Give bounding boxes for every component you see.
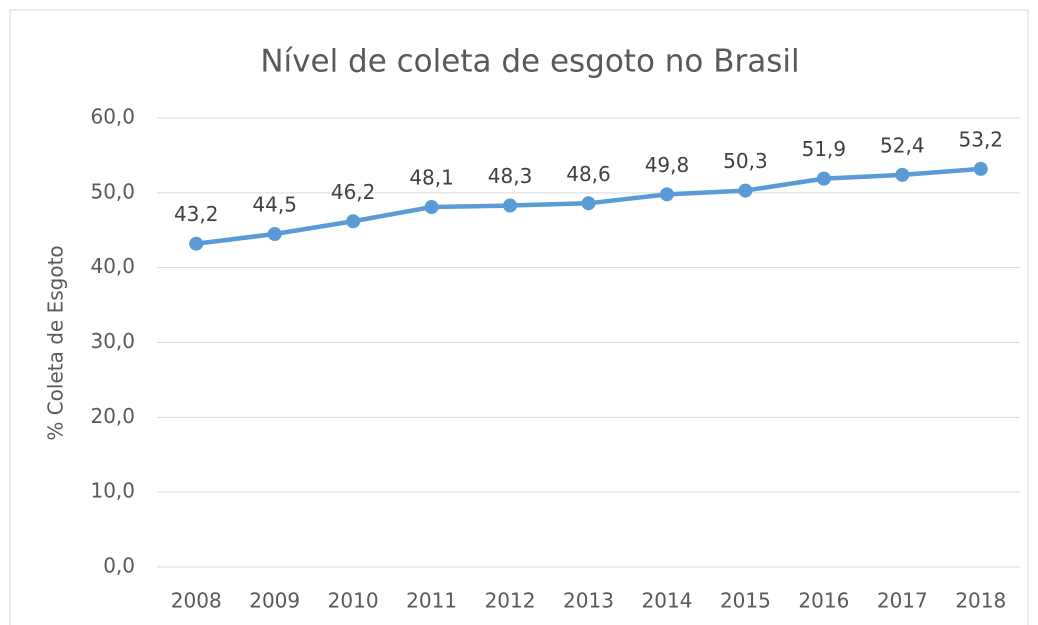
data-point [973,161,988,176]
y-tick-label: 0,0 [103,554,135,578]
data-point [503,198,518,213]
data-label: 51,9 [802,137,847,161]
data-point [816,171,831,186]
x-tick-label: 2012 [485,589,536,613]
x-tick-label: 2009 [249,589,300,613]
data-point [895,167,910,182]
y-tick-label: 20,0 [90,404,135,428]
y-axis-label: % Coleta de Esgoto [44,245,68,440]
chart-frame [9,9,1029,625]
x-tick-label: 2016 [798,589,849,613]
y-tick-label: 50,0 [90,179,135,203]
data-label: 44,5 [252,192,297,216]
x-tick-label: 2010 [328,589,379,613]
x-tick-label: 2014 [642,589,693,613]
x-tick-label: 2018 [955,589,1006,613]
data-point [424,200,439,215]
data-label: 50,3 [723,149,768,173]
x-tick-label: 2017 [877,589,928,613]
data-label: 46,2 [331,180,376,204]
data-label: 48,3 [488,164,533,188]
data-point [189,236,204,251]
data-point [659,187,674,202]
data-label: 48,6 [566,162,611,186]
data-point [581,196,596,211]
x-tick-label: 2011 [406,589,457,613]
x-tick-label: 2008 [171,589,222,613]
data-point [267,226,282,241]
data-label: 43,2 [174,202,219,226]
x-tick-label: 2013 [563,589,614,613]
y-tick-label: 60,0 [90,105,135,129]
data-point [346,214,361,229]
y-tick-label: 30,0 [90,329,135,353]
data-label: 49,8 [645,153,690,177]
data-point [738,183,753,198]
data-label: 52,4 [880,133,925,157]
data-label: 48,1 [409,166,454,190]
chart-title: Nível de coleta de esgoto no Brasil [260,44,799,80]
data-label: 53,2 [959,127,1004,151]
y-tick-label: 10,0 [90,479,135,503]
x-tick-label: 2015 [720,589,771,613]
y-tick-label: 40,0 [90,254,135,278]
